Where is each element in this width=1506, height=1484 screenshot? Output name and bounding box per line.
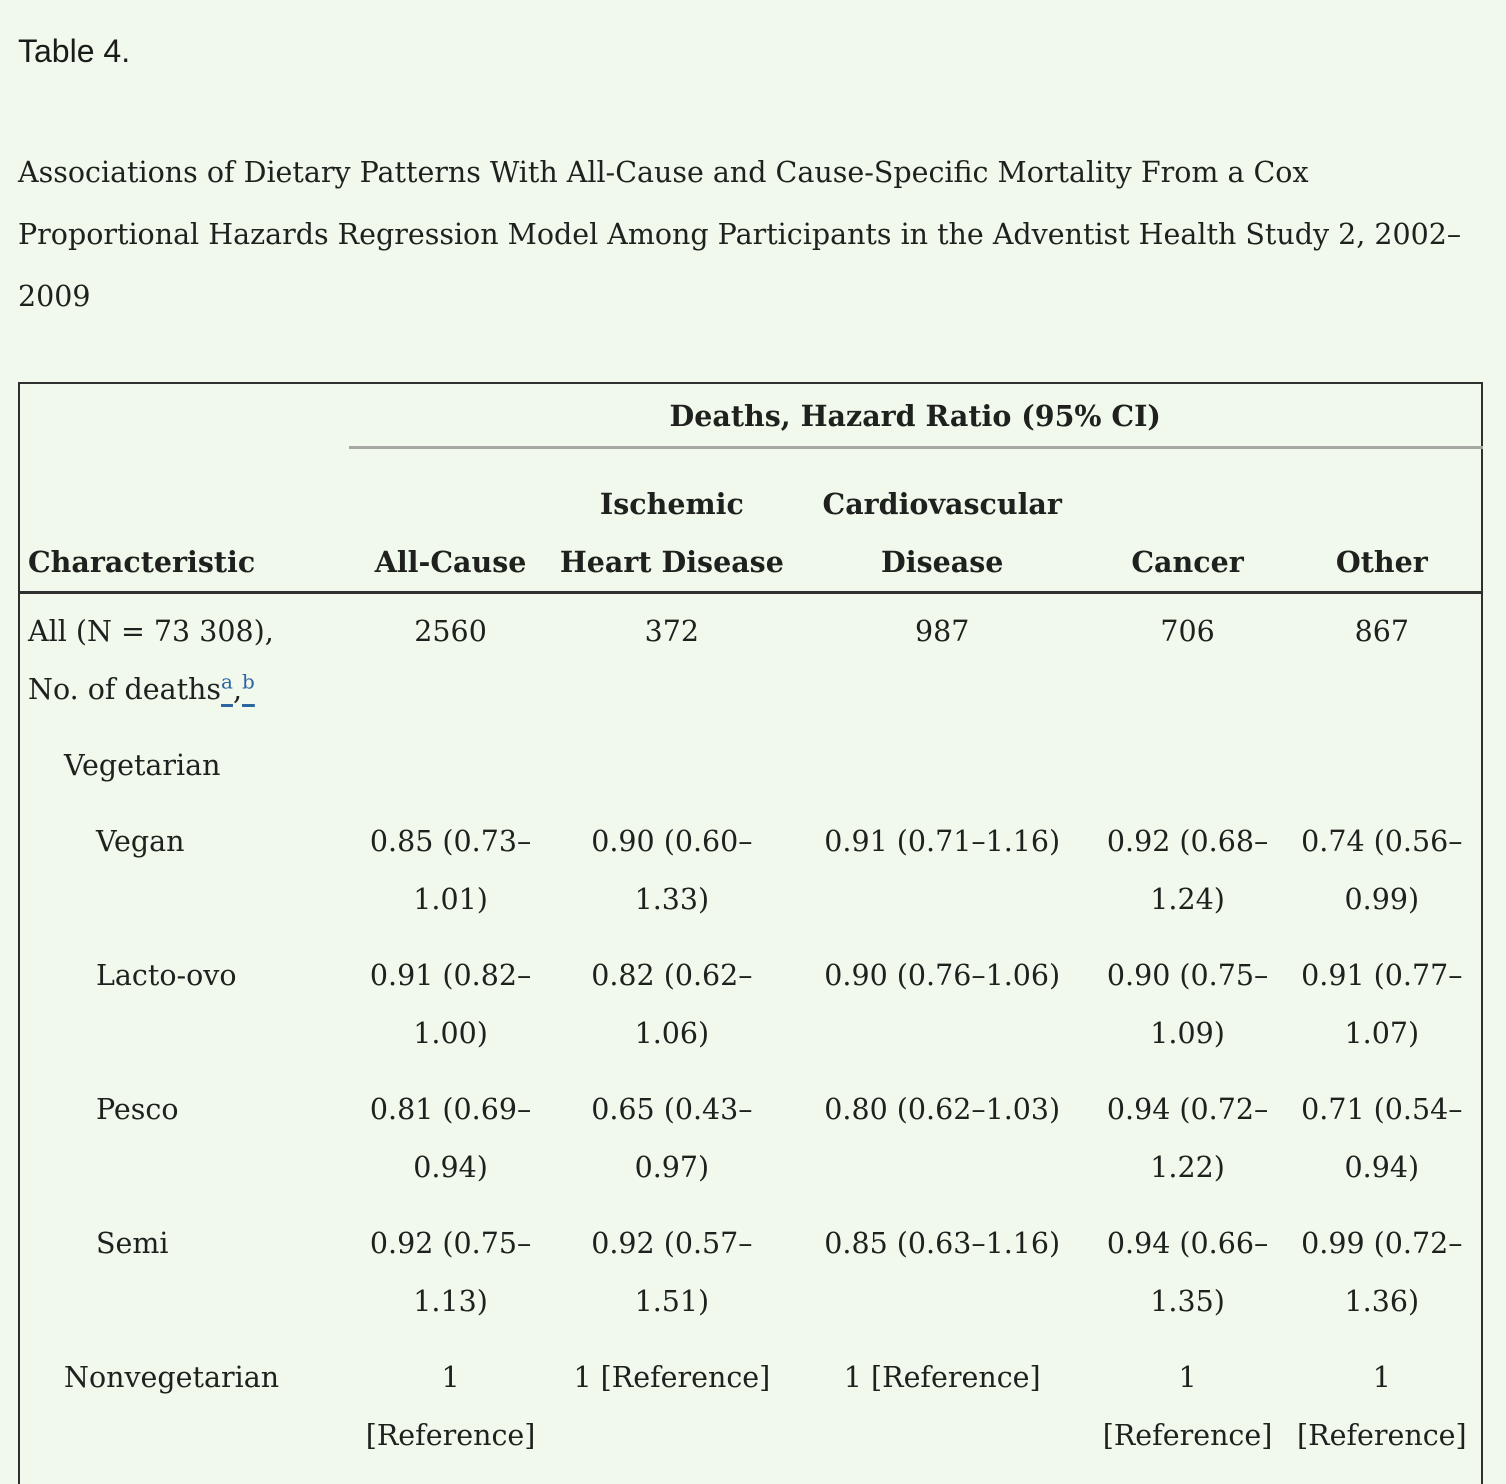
spanner-header: Deaths, Hazard Ratio (95% CI)	[349, 383, 1482, 449]
row-label-lacto-ovo: Lacto-ovo	[96, 959, 237, 992]
table-row-nonvegetarian: Nonvegetarian 1 [Reference] 1 [Reference…	[19, 1340, 1482, 1484]
cell-value: 0.91 (0.77–1.07)	[1301, 959, 1463, 1050]
footnote-link-b[interactable]: b	[242, 669, 255, 706]
cell-value: 0.85 (0.63–1.16)	[824, 1227, 1061, 1260]
cell-value: 0.91 (0.71–1.16)	[824, 825, 1061, 858]
cell-value: 1 [Reference]	[573, 1361, 771, 1394]
table-header: Deaths, Hazard Ratio (95% CI) Characteri…	[19, 383, 1482, 594]
row-label-nonvegetarian: Nonvegetarian	[64, 1361, 280, 1394]
table-row-semi: Semi 0.92 (0.75–1.13) 0.92 (0.57–1.51) 0…	[19, 1206, 1482, 1340]
cell-value: 867	[1354, 615, 1410, 648]
column-header-row: Characteristic All-Cause Ischemic Heart …	[19, 447, 1482, 594]
cell-value: 1 [Reference]	[1102, 1361, 1273, 1452]
row-label-text: All (N = 73 308), No. of deaths	[28, 615, 274, 706]
cell-value: 0.90 (0.60–1.33)	[591, 825, 753, 916]
cell-value: 372	[644, 615, 700, 648]
cell-value: 0.65 (0.43–0.97)	[591, 1093, 753, 1184]
cell-value: 1 [Reference]	[843, 1361, 1041, 1394]
cell-value: 0.80 (0.62–1.03)	[824, 1093, 1061, 1126]
column-header-all-cause: All-Cause	[349, 447, 552, 594]
cell-value: 1 [Reference]	[365, 1361, 536, 1452]
spanner-empty-cell	[19, 383, 349, 448]
table-row-all-deaths: All (N = 73 308), No. of deathsa,b 2560 …	[19, 593, 1482, 729]
mortality-table: Deaths, Hazard Ratio (95% CI) Characteri…	[18, 382, 1483, 1484]
row-label-vegetarian: Vegetarian	[64, 749, 221, 782]
column-header-cardiovascular-disease: Cardiovascular Disease	[792, 447, 1093, 594]
cell-value: 0.71 (0.54–0.94)	[1301, 1093, 1463, 1184]
column-header-ischemic-heart-disease: Ischemic Heart Disease	[551, 447, 793, 594]
footnote-sup-a: a	[221, 669, 233, 694]
cell-value: 1 [Reference]	[1297, 1361, 1467, 1452]
table-label: Table 4.	[18, 33, 131, 69]
row-label-vegan: Vegan	[96, 825, 185, 858]
table-row-vegetarian: Vegetarian	[19, 728, 1482, 804]
cell-value: 0.90 (0.75–1.09)	[1106, 959, 1269, 1050]
footnote-link-a[interactable]: a	[221, 669, 233, 706]
cell-value: 0.91 (0.82–1.00)	[369, 959, 532, 1050]
row-label-all-deaths: All (N = 73 308), No. of deathsa,b	[19, 593, 349, 729]
column-header-other: Other	[1282, 447, 1482, 594]
cell-value	[552, 728, 792, 804]
table-row-vegan: Vegan 0.85 (0.73–1.01) 0.90 (0.60–1.33) …	[19, 804, 1482, 938]
cell-value: 987	[915, 615, 970, 648]
table-caption: Associations of Dietary Patterns With Al…	[18, 156, 1462, 313]
cell-value: 2560	[414, 615, 487, 648]
cell-value: 706	[1160, 615, 1215, 648]
cell-value: 0.99 (0.72–1.36)	[1301, 1227, 1463, 1318]
cell-value	[792, 728, 1092, 804]
cell-value: 0.81 (0.69–0.94)	[369, 1093, 532, 1184]
cell-value	[1283, 728, 1482, 804]
cell-value: 0.92 (0.75–1.13)	[369, 1227, 532, 1318]
cell-value	[349, 728, 551, 804]
footnote-sup-b: b	[242, 669, 255, 694]
cell-value: 0.82 (0.62–1.06)	[591, 959, 753, 1050]
cell-value: 0.85 (0.73–1.01)	[369, 825, 532, 916]
column-header-characteristic: Characteristic	[19, 447, 350, 594]
cell-value	[1092, 728, 1282, 804]
cell-value: 0.92 (0.68–1.24)	[1106, 825, 1269, 916]
cell-value: 0.90 (0.76–1.06)	[824, 959, 1061, 992]
cell-value: 0.74 (0.56–0.99)	[1301, 825, 1463, 916]
cell-value: 0.94 (0.72–1.22)	[1106, 1093, 1269, 1184]
table-row-lacto-ovo: Lacto-ovo 0.91 (0.82–1.00) 0.82 (0.62–1.…	[19, 938, 1482, 1072]
spanner-row: Deaths, Hazard Ratio (95% CI)	[19, 383, 1482, 449]
column-header-cancer: Cancer	[1092, 447, 1283, 594]
cell-value: 0.94 (0.66–1.35)	[1106, 1227, 1269, 1318]
table-body: All (N = 73 308), No. of deathsa,b 2560 …	[19, 593, 1482, 1484]
table-row-pesco: Pesco 0.81 (0.69–0.94) 0.65 (0.43–0.97) …	[19, 1072, 1482, 1206]
row-label-semi: Semi	[96, 1227, 169, 1260]
row-label-pesco: Pesco	[96, 1093, 179, 1126]
footnote-separator: ,	[232, 673, 243, 706]
cell-value: 0.92 (0.57–1.51)	[591, 1227, 753, 1318]
